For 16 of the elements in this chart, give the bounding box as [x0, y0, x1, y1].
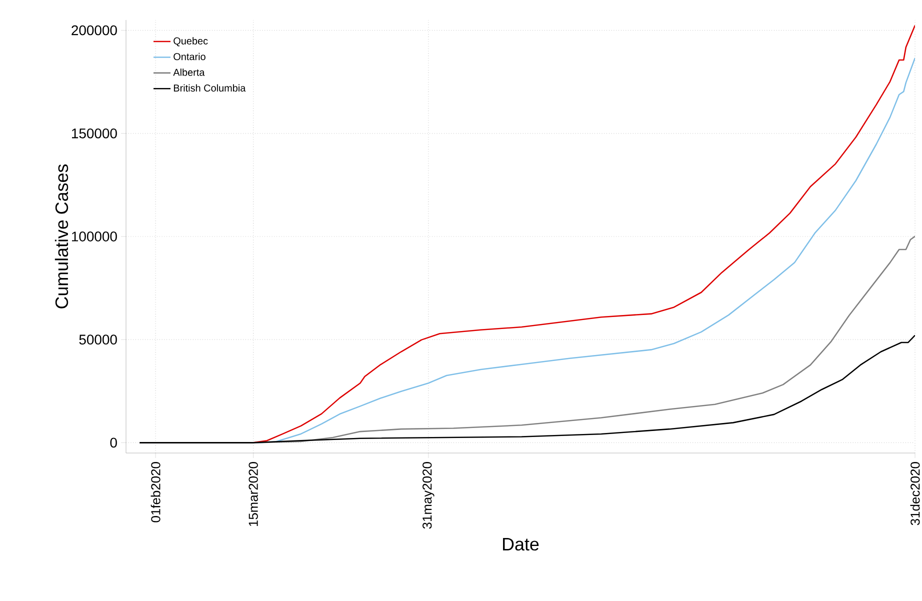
y-tick-label: 150000 — [72, 128, 117, 138]
legend-label: British Columbia — [174, 84, 246, 92]
x-tick-label: 31may2020 — [422, 462, 434, 529]
legend-label: Alberta — [173, 68, 205, 76]
y-axis-title: Cumulative Cases — [54, 164, 68, 308]
x-tick-label: 01feb2020 — [150, 462, 160, 522]
line-series — [138, 334, 916, 444]
x-tick-label: 31dec2020 — [910, 462, 920, 526]
x-tick-label: 15mar2020 — [248, 462, 258, 526]
legend-label: Ontario — [174, 52, 206, 60]
y-tick-label: 50000 — [79, 334, 117, 345]
x-axis-title: Date — [503, 538, 539, 551]
legend-label: Quebec — [174, 37, 208, 46]
y-tick-label: 100000 — [72, 232, 117, 242]
y-tick-label: 200000 — [72, 25, 117, 36]
y-tick-label: 0 — [110, 438, 117, 448]
